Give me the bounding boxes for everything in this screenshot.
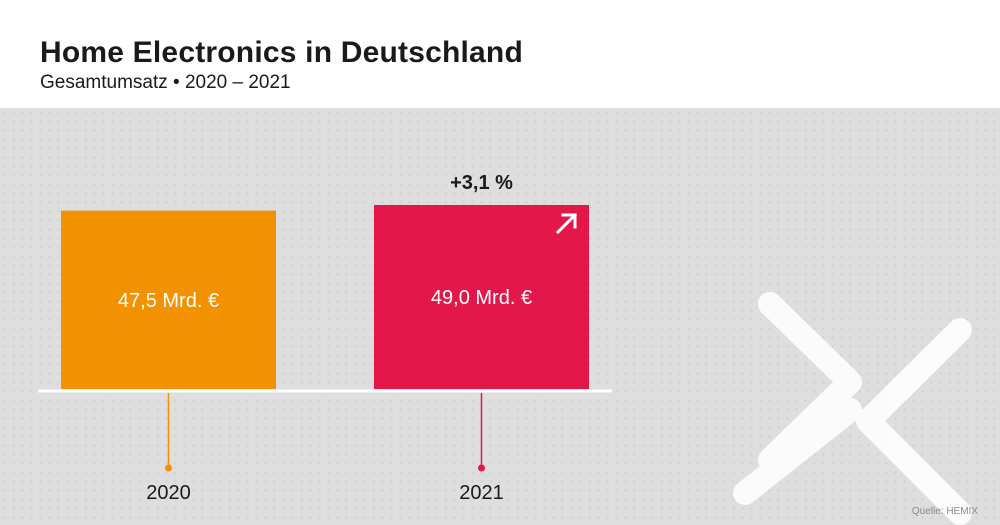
labels-layer: 47,5 Mrd. € 2020 49,0 Mrd. € 2021 +3,1 % (118, 172, 578, 504)
header: Home Electronics in Deutschland Gesamtum… (0, 0, 1000, 108)
arrow-up-right-icon (555, 212, 578, 235)
year-marker-dot (478, 464, 485, 472)
year-label: 2021 (459, 482, 504, 504)
year-marker-dot (165, 464, 172, 472)
change-label: +3,1 % (450, 172, 513, 194)
bar-2021 (374, 205, 589, 389)
page-subtitle: Gesamtumsatz • 2020 – 2021 (40, 72, 291, 93)
source-note: Quelle: HEMIX (911, 506, 978, 517)
bar-value-label: 47,5 Mrd. € (118, 290, 219, 312)
bar-chart: 47,5 Mrd. € 2020 49,0 Mrd. € 2021 +3,1 % (38, 172, 972, 525)
bar-value-label: 49,0 Mrd. € (431, 287, 532, 309)
bar-2020 (61, 210, 276, 389)
bars-layer (61, 205, 589, 389)
page-title: Home Electronics in Deutschland (40, 36, 523, 69)
year-label: 2020 (146, 482, 191, 504)
chart-panel: 47,5 Mrd. € 2020 49,0 Mrd. € 2021 +3,1 % Que… (0, 108, 1000, 525)
x-logo-watermark (733, 292, 972, 525)
